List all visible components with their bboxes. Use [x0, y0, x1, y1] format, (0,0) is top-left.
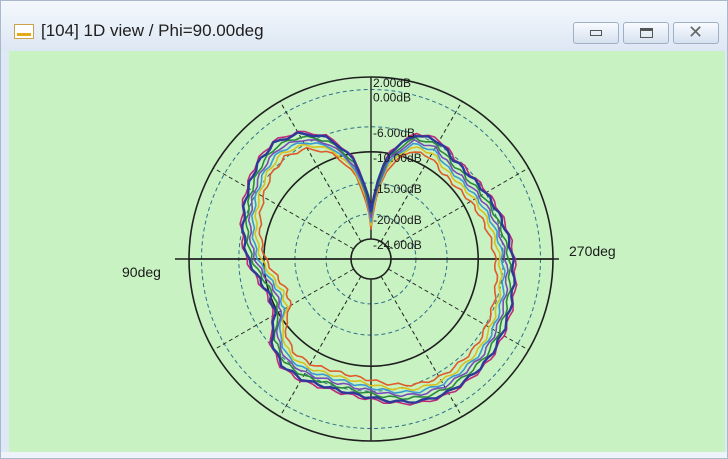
minimize-button[interactable] — [573, 22, 619, 44]
radial-tick-label: -6.00dB — [373, 126, 415, 140]
grid-spoke — [279, 101, 362, 242]
grid-spoke — [213, 268, 354, 351]
angle-label-270deg: 270deg — [569, 243, 616, 259]
polar-series — [239, 130, 518, 406]
series-line — [247, 139, 509, 398]
title-bar[interactable]: [104] 1D view / Phi=90.00deg ✕ — [1, 1, 727, 51]
window-title: [104] 1D view / Phi=90.00deg — [41, 21, 264, 40]
polar-grid — [175, 76, 559, 442]
grid-spoke — [380, 101, 463, 242]
series-line — [254, 143, 503, 391]
series-line — [258, 146, 499, 387]
app-window-icon — [14, 24, 34, 39]
radial-tick-label: -20.00dB — [373, 213, 422, 227]
maximize-icon — [640, 28, 653, 38]
grid-spoke — [388, 167, 529, 250]
radial-tick-label: -10.00dB — [373, 151, 422, 165]
maximize-button[interactable] — [623, 22, 669, 44]
close-button[interactable]: ✕ — [673, 22, 719, 44]
series-line — [245, 135, 512, 401]
series-line — [251, 142, 506, 394]
radial-tick-label: 0.00dB — [373, 91, 411, 105]
radial-tick-label: -15.00dB — [373, 182, 422, 196]
grid-spoke — [213, 167, 354, 250]
angle-label-90deg: 90deg — [122, 264, 161, 280]
grid-spoke — [388, 268, 529, 351]
minimize-icon — [590, 30, 602, 36]
radial-tick-label: -24.00dB — [373, 238, 422, 252]
plot-area: 90deg 270deg 2.00dB 0.00dB -6.00dB -10.00dB… — [9, 51, 725, 452]
bottom-strip — [1, 452, 727, 458]
grid-spoke — [279, 276, 362, 417]
series-line — [241, 131, 516, 404]
close-icon: ✕ — [688, 22, 704, 42]
radial-tick-label: 2.00dB — [373, 76, 411, 90]
